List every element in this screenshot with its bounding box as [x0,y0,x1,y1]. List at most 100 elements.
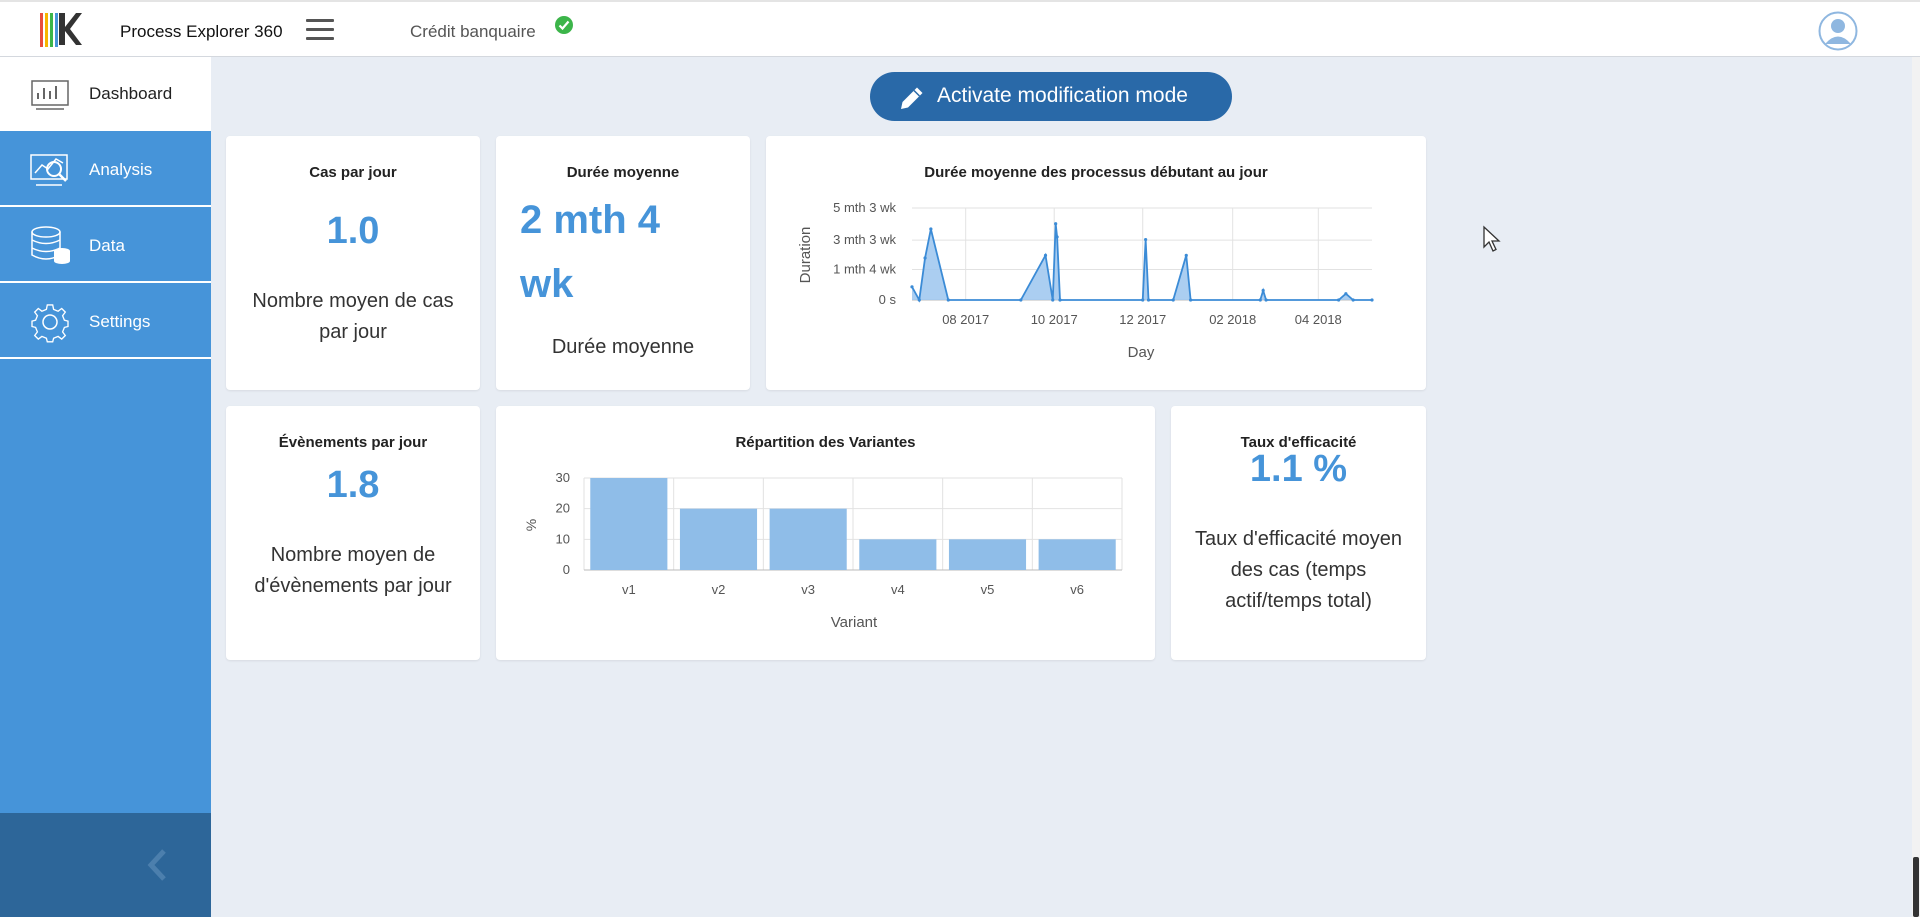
top-bar: Process Explorer 360 Crédit banquaire [0,0,1920,57]
bar-v6 [1038,539,1116,570]
data-point [1054,222,1058,226]
dashboard-icon [31,80,69,110]
sidebar-item-label: Analysis [89,160,153,179]
data-point [910,285,914,289]
x-axis-label: Day [1128,344,1155,361]
sidebar-item-label: Settings [89,312,151,331]
data-point [1055,235,1059,239]
data-point [1370,298,1374,302]
hamburger-line [306,37,334,40]
bar-v5 [948,539,1027,570]
check-circle-icon [555,16,573,34]
data-point [1264,298,1268,302]
data-point [1351,298,1355,302]
kpi-value: 2 mth 4 wk [520,198,661,306]
kpi-value: 1.1 % [1249,448,1348,490]
card-average-duration: Durée moyenne 2 mth 4 wk Durée moyenne [496,136,750,390]
mouse-cursor-icon [1483,225,1501,252]
data-point [1051,298,1055,302]
bar-v2 [679,508,758,570]
y-axis-label: Duration [797,227,814,284]
x-tick-label: v6 [1070,582,1084,597]
sidebar-item-dashboard[interactable]: Dashboard [0,57,211,131]
bar-v4 [859,539,937,570]
data-point [1344,292,1348,296]
sidebar-item-analysis[interactable]: Analysis [0,133,211,207]
card-variants-chart: Répartition des Variantes 0 10 20 30 v1 v2 v3… [496,406,1155,660]
project-name: Crédit banquaire [410,22,536,41]
card-duration-chart: Durée moyenne des processus débutant au … [766,136,1426,390]
y-tick-label: 5 mth 3 wk [833,200,896,215]
card-title: Cas par jour [309,164,397,181]
data-point [1189,298,1193,302]
card-efficiency: Taux d'efficacité 1.1 % Taux d'efficacit… [1171,406,1426,660]
card-title: Taux d'efficacité [1240,434,1357,451]
data-point [1058,298,1062,302]
y-tick-label: 20 [556,501,570,516]
activate-modification-label: Activate modification mode [937,84,1188,107]
x-tick-label: v5 [981,582,995,597]
x-tick-label: v3 [801,582,815,597]
kpi-description: Nombre moyen de d'évènements par jour [254,544,452,597]
data-point [923,256,927,260]
chart-title: Durée moyenne des processus débutant au … [924,164,1268,181]
menu-toggle-button[interactable] [306,19,334,41]
kpi-description: Nombre moyen de cas par jour [252,290,454,343]
data-point [1146,298,1151,302]
x-axis-label: Variant [831,614,878,631]
sidebar-item-label: Data [89,236,125,255]
duration-area-chart[interactable]: 0 s 1 mth 4 wk 3 mth 3 wk 5 mth 3 wk 08 201… [766,136,1426,390]
database-icon [31,226,70,264]
x-tick-label: v1 [622,582,636,597]
chart-title: Répartition des Variantes [735,434,916,451]
bar-v1 [590,478,668,570]
x-tick-label: 04 2018 [1295,312,1342,327]
y-tick-label: 3 mth 3 wk [833,232,896,247]
sidebar-collapse-button[interactable] [0,813,211,917]
x-tick-label: v4 [891,582,905,597]
y-tick-label: 0 [563,562,570,577]
card-events-per-day: Évènements par jour 1.8 Nombre moyen de … [226,406,480,660]
x-tick-label: 12 2017 [1119,312,1166,327]
data-point [1337,298,1341,302]
x-tick-label: 10 2017 [1031,312,1078,327]
duration-series-line [911,223,1372,303]
gear-icon [31,304,69,343]
data-point [1144,237,1148,242]
sidebar-item-label: Dashboard [89,84,173,103]
scrollbar-thumb[interactable] [1913,857,1919,917]
kpi-description: Durée moyenne [551,336,695,358]
card-title: Évènements par jour [278,434,428,451]
kpi-value: 1.8 [326,464,380,506]
bar-v3 [769,508,847,570]
y-tick-label: 10 [556,531,570,546]
app-name: Process Explorer 360 [120,22,283,41]
analysis-icon [30,154,68,186]
data-point [1261,288,1265,293]
hamburger-line [306,19,334,22]
vertical-scrollbar[interactable] [1912,57,1920,917]
data-point [929,227,933,231]
y-tick-label: 1 mth 4 wk [833,262,896,277]
data-point [1171,298,1175,302]
kpi-value: 1.0 [326,210,380,252]
data-point [1141,298,1145,302]
data-point [1184,253,1188,257]
sidebar: Dashboard Analysis Data [0,57,211,917]
y-tick-label: 30 [556,470,570,485]
x-tick-label: v2 [712,582,726,597]
data-point [917,298,921,302]
chevron-left-icon [147,849,166,881]
hamburger-line [306,28,334,31]
app-logo[interactable] [40,11,82,49]
y-tick-label: 0 s [879,292,897,307]
variants-bar-chart[interactable]: 0 10 20 30 v1 v2 v3 v4 v5 v6 Variant % [496,406,1155,660]
sidebar-item-settings[interactable]: Settings [0,285,211,359]
data-point [1019,298,1023,302]
activate-modification-button[interactable]: Activate modification mode [870,72,1232,121]
user-avatar-icon[interactable] [1818,11,1858,51]
kpi-description: Taux d'efficacité moyen des cas (temps a… [1195,528,1402,612]
card-cases-per-day: Cas par jour 1.0 Nombre moyen de cas par… [226,136,480,390]
data-point [1043,253,1048,257]
sidebar-item-data[interactable]: Data [0,209,211,283]
